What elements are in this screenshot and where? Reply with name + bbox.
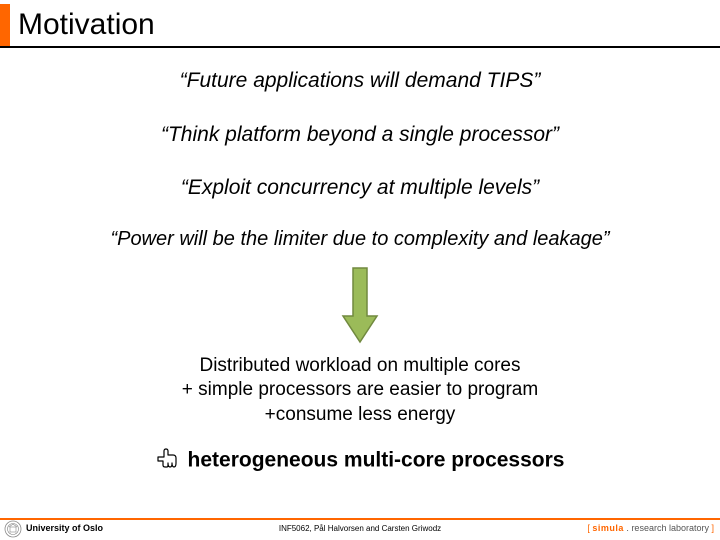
quote-3: “Exploit concurrency at multiple levels” xyxy=(0,175,720,201)
footer-simula: simula xyxy=(592,523,624,533)
down-arrow-icon xyxy=(341,266,379,344)
conclusion-line: heterogeneous multi-core processors xyxy=(0,448,720,474)
title-accent xyxy=(0,4,10,48)
summary-line-1: Distributed workload on multiple cores xyxy=(0,354,720,379)
footer-bracket-close: ] xyxy=(709,523,714,533)
title-bar: Motivation xyxy=(0,0,155,50)
slide-title: Motivation xyxy=(18,8,155,42)
title-underline xyxy=(0,46,720,48)
footer: University of Oslo INF5062, Pål Halvorse… xyxy=(0,518,720,540)
pointing-hand-icon xyxy=(156,448,180,474)
footer-lab: [ simula . research laboratory ] xyxy=(587,523,714,533)
footer-line xyxy=(0,518,720,520)
summary-block: Distributed workload on multiple cores +… xyxy=(0,354,720,428)
slide: Motivation “Future applications will dem… xyxy=(0,0,720,540)
content-area: “Future applications will demand TIPS” “… xyxy=(0,62,720,474)
conclusion-text: heterogeneous multi-core processors xyxy=(188,448,565,471)
arrow-container xyxy=(0,266,720,344)
summary-line-2: + simple processors are easier to progra… xyxy=(0,378,720,403)
footer-research-lab: research laboratory xyxy=(631,523,709,533)
summary-line-3: +consume less energy xyxy=(0,403,720,428)
quote-1: “Future applications will demand TIPS” xyxy=(0,68,720,94)
quote-4: “Power will be the limiter due to comple… xyxy=(0,227,720,252)
quote-2: “Think platform beyond a single processo… xyxy=(0,122,720,148)
